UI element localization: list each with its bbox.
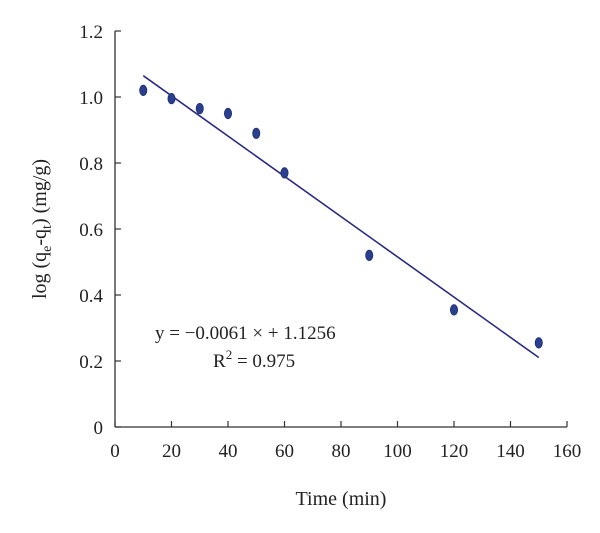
y-tick-label: 0.4 (79, 286, 103, 307)
y-tick-label: 0 (94, 418, 104, 439)
data-point (139, 84, 148, 97)
data-point (252, 127, 261, 139)
data-point (449, 304, 458, 316)
x-tick-label: 120 (440, 441, 469, 462)
y-ticks: 0 0.2 0.4 0.6 0.8 1.0 1.2 (79, 22, 121, 439)
fit-equation-label: y = −0.0061 × + 1.1256 (155, 323, 336, 344)
x-tick-label: 140 (496, 441, 525, 462)
data-point (365, 249, 374, 261)
fit-line (142, 75, 540, 359)
x-tick-label: 100 (383, 441, 412, 462)
x-tick-label: 40 (219, 441, 238, 462)
axes (114, 31, 567, 428)
data-point (280, 167, 289, 179)
y-axis-title: log (qe-qt) (mg/g) (29, 159, 55, 299)
x-axis-title: Time (min) (296, 488, 387, 510)
x-ticks: 0 20 40 60 80 100 120 140 160 (110, 421, 581, 462)
data-points (139, 84, 543, 349)
fit-line-group (142, 75, 540, 359)
r-squared-label: R2 = 0.975 (213, 347, 295, 372)
data-point (195, 102, 204, 115)
y-tick-label: 0.8 (79, 154, 103, 175)
data-point (167, 93, 176, 105)
x-tick-label: 20 (162, 441, 181, 462)
x-tick-label: 80 (332, 441, 351, 462)
y-tick-label: 1.0 (79, 88, 103, 109)
y-tick-label: 0.6 (79, 220, 103, 241)
x-tick-label: 160 (553, 441, 582, 462)
x-tick-label: 0 (110, 441, 120, 462)
data-point (223, 107, 232, 120)
y-tick-label: 0.2 (79, 352, 103, 373)
x-tick-label: 60 (275, 441, 294, 462)
data-point (534, 337, 543, 349)
y-tick-label: 1.2 (79, 22, 103, 43)
